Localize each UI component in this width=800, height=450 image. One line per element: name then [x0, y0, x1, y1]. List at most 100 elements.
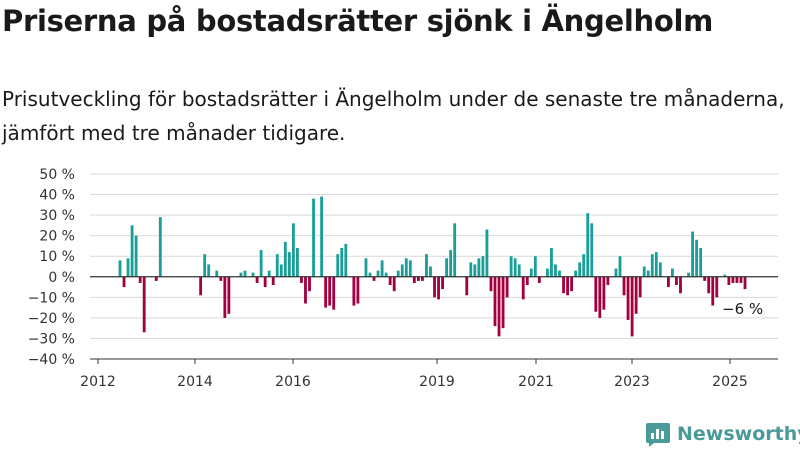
bar [477, 258, 481, 277]
bar [481, 256, 485, 277]
chart-subtitle: Prisutveckling för bostadsrätter i Ängel… [2, 87, 785, 145]
bar [731, 276, 735, 283]
bar [368, 272, 372, 277]
y-tick-label: 20 % [39, 229, 75, 245]
bar [546, 268, 549, 277]
axis-lines [90, 276, 778, 360]
bar [650, 254, 654, 277]
bar [283, 241, 287, 277]
bar [622, 276, 626, 296]
y-tick-label: 30 % [39, 208, 75, 224]
bar [550, 248, 553, 277]
bar [296, 248, 299, 277]
bar [142, 276, 146, 333]
y-tick-label: 0 % [48, 270, 75, 286]
bar [400, 264, 404, 277]
bar [227, 276, 231, 314]
bar [396, 270, 400, 277]
bar [489, 276, 493, 292]
bar [675, 276, 678, 285]
bar [602, 276, 606, 310]
bar [275, 254, 279, 277]
bar [126, 258, 130, 277]
bar [634, 276, 638, 314]
y-tick-label: −20 % [28, 311, 75, 327]
bar [562, 276, 565, 294]
bar [320, 196, 324, 277]
bar [416, 276, 420, 281]
bar [429, 266, 432, 277]
bar [646, 270, 650, 277]
bar [421, 276, 424, 281]
bar [570, 276, 574, 292]
bar [558, 270, 561, 277]
x-tick-label: 2016 [275, 374, 311, 390]
bar [376, 270, 380, 277]
bar [408, 260, 412, 277]
y-axis-ticks: 50 % 40 % 30 % 20 % 10 % 0 % −10 % −20 % −30 % −4… [28, 167, 75, 368]
bar [614, 268, 618, 277]
bar [642, 266, 646, 277]
x-axis-ticks: 2012 2014 2016 2019 2021 2023 2025 [80, 359, 748, 390]
y-tick-label: −10 % [28, 290, 75, 306]
bar [352, 276, 356, 306]
bar [537, 276, 541, 283]
bar [465, 276, 469, 296]
x-tick-label: 2014 [177, 374, 213, 390]
bar [658, 262, 662, 277]
bar [287, 252, 291, 277]
bar [300, 276, 303, 283]
bar [392, 276, 396, 292]
newsworthy-logo-icon [646, 423, 670, 447]
bar [219, 276, 223, 281]
bar [517, 264, 521, 277]
x-tick-label: 2025 [712, 374, 748, 390]
bar [638, 276, 642, 298]
bar [445, 258, 449, 277]
bar [118, 260, 122, 277]
bar [412, 276, 416, 283]
bar [324, 276, 328, 308]
bar [388, 276, 392, 285]
bar [707, 276, 711, 294]
bar [513, 258, 517, 277]
x-tick-label: 2019 [419, 374, 455, 390]
bar [380, 260, 384, 277]
gridlines [90, 173, 778, 360]
bar [525, 276, 529, 285]
bar [453, 223, 457, 277]
bar [336, 254, 340, 277]
bar [449, 250, 453, 277]
bar [469, 262, 473, 277]
x-tick-label: 2023 [614, 374, 650, 390]
bar [130, 225, 134, 277]
bar [691, 231, 694, 277]
bar [259, 250, 263, 277]
bar [425, 254, 428, 277]
chart-title: Priserna på bostadsrätter sjönk i Ängelh… [2, 4, 713, 38]
bar [666, 276, 670, 288]
bar [529, 268, 533, 277]
bar [521, 276, 525, 300]
bar [255, 276, 259, 283]
bar [279, 264, 283, 277]
bar [158, 217, 162, 277]
y-tick-label: −40 % [28, 352, 75, 368]
bar [723, 274, 727, 277]
bar [715, 276, 719, 298]
bar [199, 276, 203, 296]
bar [154, 276, 158, 281]
bar [626, 276, 630, 320]
bar [134, 235, 138, 277]
bar [582, 254, 586, 277]
bar [533, 256, 537, 277]
bar [566, 276, 569, 296]
bar [441, 276, 444, 290]
bar [433, 276, 436, 298]
bar [138, 276, 142, 283]
bar [703, 276, 707, 281]
bar [727, 276, 731, 285]
bar [243, 270, 247, 277]
bar [122, 276, 126, 288]
brand-name: Newsworthy [677, 423, 800, 445]
